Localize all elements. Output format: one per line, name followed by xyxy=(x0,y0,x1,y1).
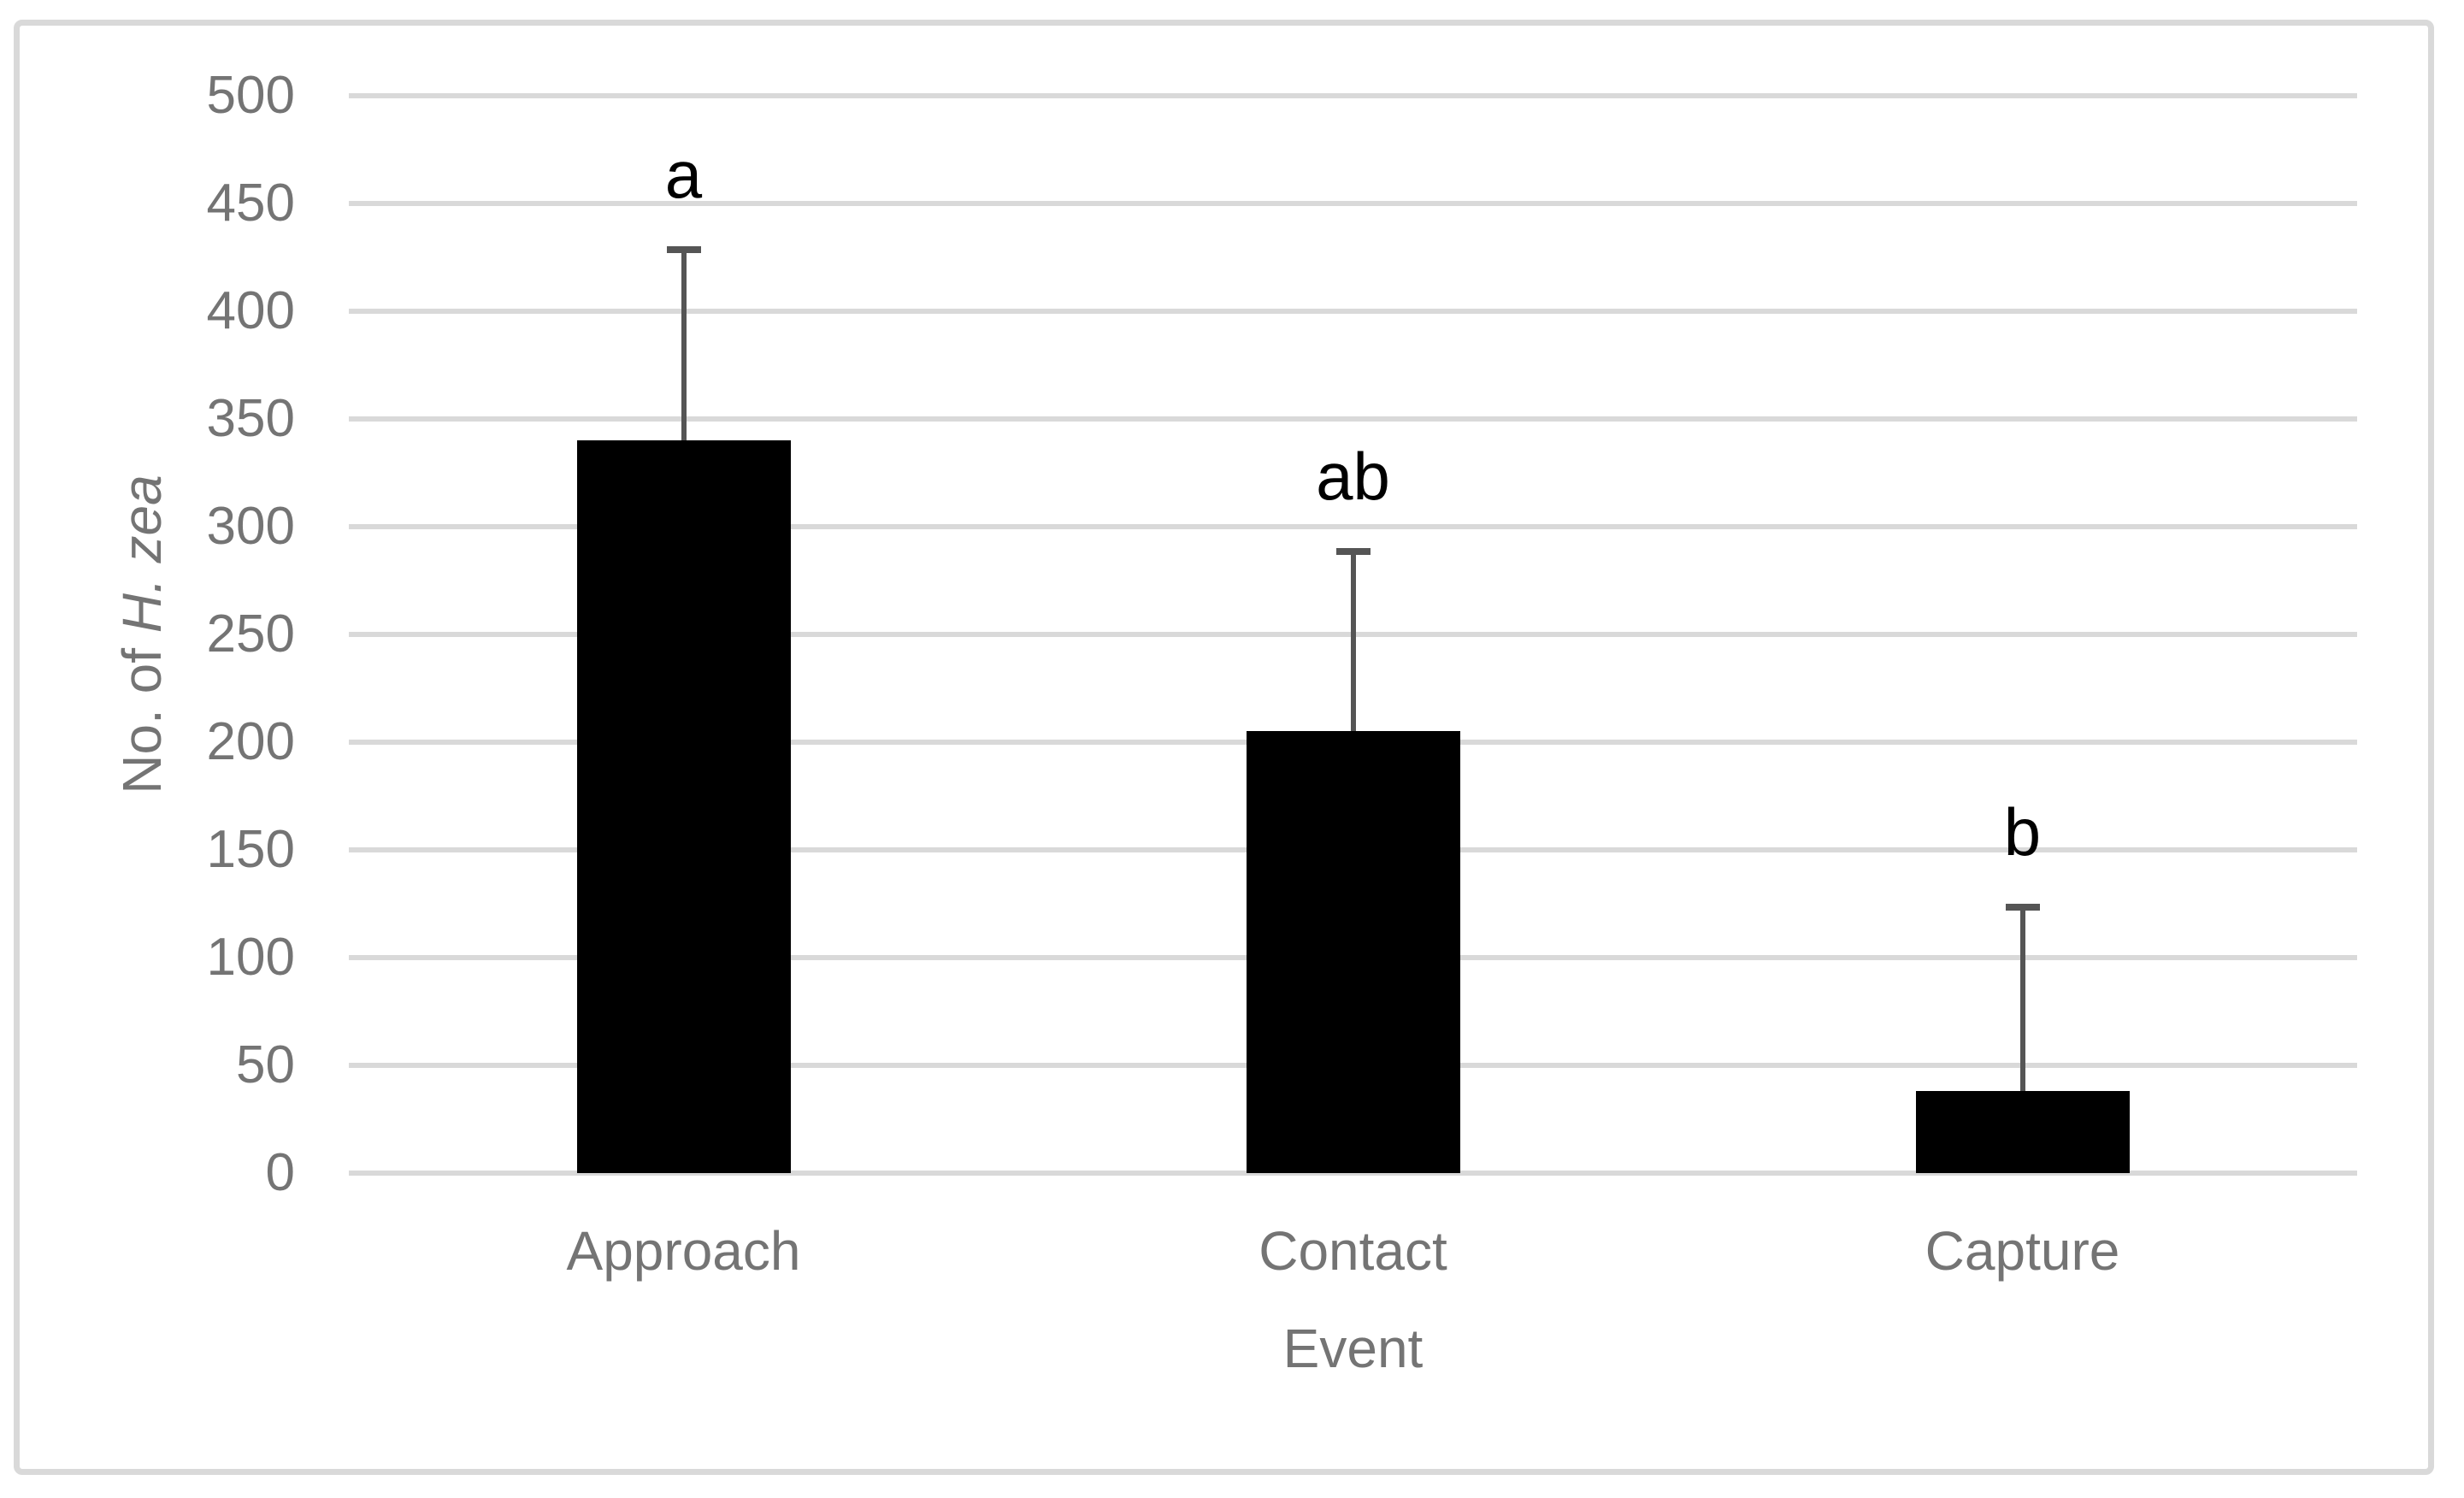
y-tick-label-250: 250 xyxy=(206,605,295,663)
error-bar-approach xyxy=(681,246,687,441)
y-tick-label-400: 400 xyxy=(206,281,295,340)
y-tick-label-0: 0 xyxy=(265,1143,295,1202)
gridline-y-450 xyxy=(349,201,2357,206)
gridline-y-300 xyxy=(349,524,2357,529)
y-tick-label-500: 500 xyxy=(206,66,295,125)
y-tick-label-50: 50 xyxy=(236,1035,295,1094)
error-bar-cap-approach xyxy=(666,246,701,254)
chart-outer-frame xyxy=(14,20,2434,1475)
bar-approach xyxy=(576,440,791,1173)
error-bar-capture xyxy=(2019,904,2025,1092)
y-tick-label-150: 150 xyxy=(206,820,295,879)
gridline-y-500 xyxy=(349,93,2357,98)
x-tick-label-capture: Capture xyxy=(1925,1220,2120,1282)
significance-letter-approach: a xyxy=(664,137,703,213)
error-bar-contact xyxy=(1350,548,1356,732)
plot-area xyxy=(349,93,2357,1176)
y-tick-label-300: 300 xyxy=(206,497,295,556)
bar-contact xyxy=(1246,731,1460,1173)
x-tick-label-approach: Approach xyxy=(566,1220,801,1282)
y-tick-label-100: 100 xyxy=(206,928,295,987)
error-bar-cap-contact xyxy=(1335,548,1371,556)
bar-capture xyxy=(1915,1091,2130,1173)
gridline-y-350 xyxy=(349,416,2357,422)
x-axis-line xyxy=(349,1171,2357,1176)
significance-letter-capture: b xyxy=(2003,794,2042,870)
y-tick-label-350: 350 xyxy=(206,389,295,448)
gridline-y-400 xyxy=(349,309,2357,314)
y-tick-label-200: 200 xyxy=(206,712,295,771)
significance-letter-contact: ab xyxy=(1316,439,1390,515)
y-tick-label-450: 450 xyxy=(206,174,295,233)
x-tick-label-contact: Contact xyxy=(1259,1220,1447,1282)
error-bar-cap-capture xyxy=(2005,904,2040,911)
x-axis-title: Event xyxy=(1282,1318,1424,1379)
